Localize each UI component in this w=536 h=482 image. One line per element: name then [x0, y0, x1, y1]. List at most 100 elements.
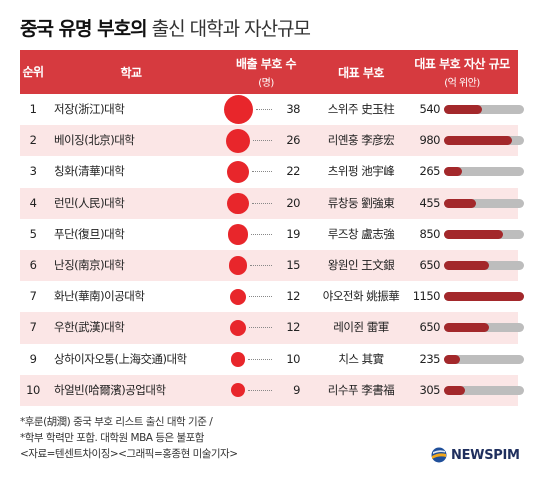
- leader-line: [248, 358, 272, 360]
- count-dot: [228, 256, 248, 275]
- leader-line: [249, 296, 272, 298]
- count-dot: [229, 319, 247, 337]
- count-dot: [230, 383, 246, 398]
- table-row: 2 베이징(北京)대학 26 리옌훙 李彦宏 980: [20, 125, 524, 157]
- rank-cell: 2: [29, 133, 37, 148]
- count-dot: [227, 192, 249, 214]
- asset-value: 1150: [412, 289, 441, 304]
- header-asset: 대표 부호 자산 규모 (억 위안): [406, 50, 518, 94]
- asset-value: 235: [419, 351, 441, 366]
- count-dot: [229, 288, 247, 305]
- header-rep: 대표 부호: [338, 65, 384, 80]
- school-cell: 화난(華南)이공대학: [54, 289, 145, 304]
- asset-bar: [444, 167, 463, 177]
- asset-bar: [444, 354, 461, 364]
- count-value: 26: [286, 133, 300, 148]
- count-value: 10: [286, 351, 300, 366]
- asset-bar-track: [444, 292, 524, 302]
- leader-line: [252, 171, 272, 173]
- asset-bar: [444, 323, 490, 333]
- leader-line: [251, 202, 272, 204]
- globe-icon: [431, 447, 447, 463]
- footnote: *후룬(胡潤) 중국 부호 리스트 출신 대학 기준 /: [20, 416, 213, 428]
- page-title: 중국 유명 부호의 출신 대학과 자산규모: [20, 14, 311, 41]
- rep-cell: 레이쥔 雷軍: [333, 320, 389, 335]
- asset-value: 650: [419, 320, 441, 335]
- data-table: 1 저장(浙江)대학 38 스위주 史玉柱 540 2 베이징(北京)대학 26 리옌훙 李彦宏…: [20, 94, 524, 406]
- asset-bar-track: [444, 167, 524, 177]
- header-count-label: 배출 부호 수: [235, 57, 297, 71]
- count-value: 19: [286, 226, 300, 241]
- table-row: 9 상하이자오퉁(上海交通)대학 10 치스 其實 235: [20, 344, 524, 375]
- asset-bar: [444, 105, 482, 114]
- table-row: 5 푸단(復旦)대학 19 루즈창 盧志強 850: [20, 219, 524, 250]
- brand-logo: NEWSPIM: [431, 447, 520, 463]
- asset-value: 540: [419, 102, 441, 116]
- asset-bar-track: [444, 136, 524, 146]
- school-cell: 베이징(北京)대학: [54, 133, 135, 148]
- rank-cell: 10: [26, 382, 40, 397]
- asset-bar-track: [444, 354, 524, 364]
- school-cell: 저장(浙江)대학: [54, 102, 125, 116]
- school-cell: 푸단(復旦)대학: [54, 226, 125, 241]
- rep-cell: 왕원인 王文銀: [327, 257, 395, 272]
- table-row: 7 우한(武漢)대학 12 레이쥔 雷軍 650: [20, 312, 524, 344]
- header-school: 학교: [120, 65, 142, 80]
- header-count: 배출 부호 수 (명): [216, 50, 316, 94]
- count-dot: [230, 351, 246, 367]
- school-cell: 상하이자오퉁(上海交通)대학: [54, 351, 187, 366]
- asset-bar-track: [444, 198, 524, 208]
- asset-value: 265: [419, 164, 441, 179]
- rank-cell: 7: [29, 320, 37, 335]
- asset-bar-track: [444, 260, 524, 270]
- title-bold: 중국 유명 부호의: [20, 18, 148, 40]
- asset-bar: [444, 385, 466, 395]
- asset-bar: [444, 198, 476, 208]
- school-cell: 우한(武漢)대학: [54, 320, 125, 335]
- leader-line: [252, 140, 272, 142]
- count-dot: [227, 224, 249, 245]
- table-row: 1 저장(浙江)대학 38 스위주 史玉柱 540: [20, 94, 524, 125]
- asset-bar: [444, 260, 490, 270]
- footnotes: *후룬(胡潤) 중국 부호 리스트 출신 대학 기준 / *학부 학력만 포함.…: [20, 414, 238, 462]
- rep-cell: 리수푸 李書福: [327, 382, 395, 397]
- table-row: 4 런민(人民)대학 20 류창둥 劉強東 455: [20, 187, 524, 219]
- rep-cell: 스위주 史玉柱: [327, 102, 395, 116]
- leader-line: [250, 264, 272, 266]
- table-row: 3 칭화(清華)대학 22 츠위펑 池宇峰 265: [20, 156, 524, 187]
- asset-bar-track: [444, 105, 524, 114]
- asset-value: 455: [419, 195, 441, 210]
- table-row: 6 난징(南京)대학 15 왕원인 王文銀 650: [20, 249, 524, 282]
- asset-value: 305: [419, 382, 441, 397]
- count-value: 12: [286, 320, 300, 335]
- count-value: 12: [286, 289, 300, 304]
- asset-value: 980: [419, 133, 441, 148]
- count-value: 15: [286, 257, 300, 272]
- leader-line: [255, 109, 272, 110]
- brand-name: NEWSPIM: [451, 447, 520, 463]
- rep-cell: 치스 其實: [338, 351, 384, 366]
- asset-bar-track: [444, 323, 524, 333]
- leader-line: [251, 233, 272, 235]
- table-row: 7 화난(華南)이공대학 12 야오전화 姚振華 1150: [20, 281, 524, 312]
- count-dot: [223, 95, 253, 125]
- rep-cell: 야오전화 姚振華: [322, 289, 400, 304]
- leader-line: [248, 389, 272, 391]
- asset-value: 650: [419, 257, 441, 272]
- title-regular: 출신 대학과 자산규모: [146, 18, 311, 40]
- count-value: 9: [293, 382, 300, 397]
- asset-bar: [444, 136, 513, 146]
- header-asset-unit: (억 위안): [444, 78, 480, 89]
- header-count-unit: (명): [258, 78, 274, 89]
- rank-cell: 4: [29, 195, 37, 210]
- count-dot: [226, 128, 250, 153]
- rank-cell: 6: [29, 257, 37, 272]
- school-cell: 난징(南京)대학: [54, 257, 125, 272]
- count-value: 38: [286, 102, 300, 116]
- table-row: 10 하얼빈(哈爾濱)공업대학 9 리수푸 李書福 305: [20, 374, 524, 406]
- rank-cell: 9: [29, 351, 37, 366]
- rep-cell: 츠위펑 池宇峰: [327, 164, 395, 179]
- rep-cell: 리옌훙 李彦宏: [327, 133, 395, 148]
- footnote: *학부 학력만 포함. 대학원 MBA 등은 불포함: [20, 432, 204, 444]
- school-cell: 하얼빈(哈爾濱)공업대학: [54, 382, 166, 397]
